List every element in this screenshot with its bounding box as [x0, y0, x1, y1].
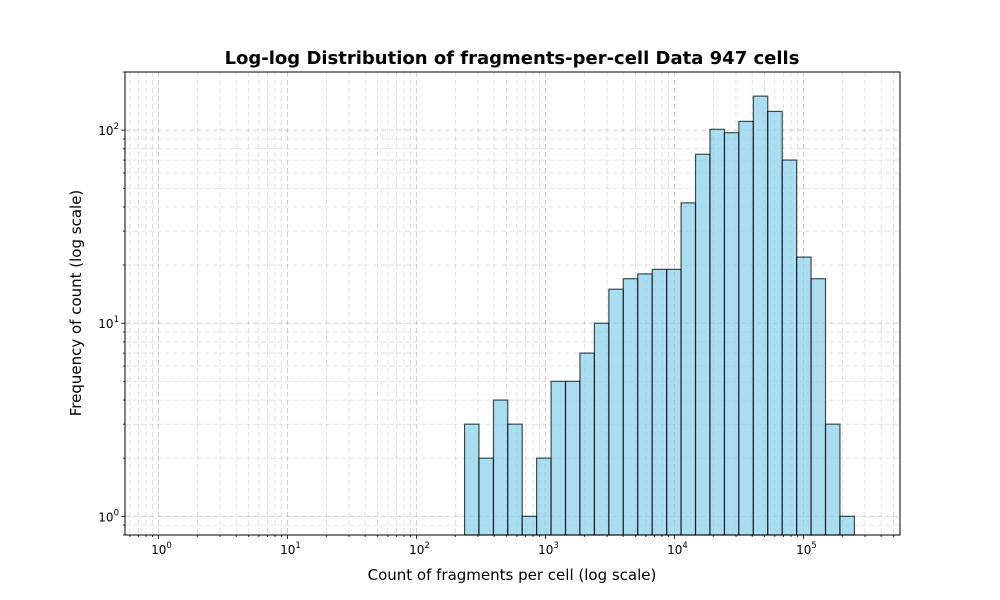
histogram-bar	[694, 153, 711, 536]
histogram-bar	[680, 202, 697, 536]
histogram-bars	[463, 95, 856, 536]
histogram-bar	[507, 423, 523, 536]
histogram-bar	[767, 110, 783, 536]
histogram-bar	[651, 268, 668, 536]
histogram-bar	[550, 380, 567, 536]
histogram-bar	[752, 95, 769, 536]
histogram-bar	[839, 515, 856, 536]
histogram-bar	[810, 278, 827, 536]
histogram-bar	[608, 288, 624, 536]
chart-title: Log-log Distribution of fragments-per-ce…	[225, 48, 800, 69]
histogram-bar	[536, 457, 552, 536]
histogram-bar	[666, 268, 682, 536]
x-tick-label: 101	[280, 541, 301, 557]
plot-area-frame	[124, 71, 901, 536]
histogram-bar	[824, 423, 841, 536]
histogram-bar	[492, 399, 509, 536]
histogram-bar	[593, 322, 610, 536]
histogram-bar	[521, 515, 538, 536]
histogram-bar	[709, 128, 726, 536]
x-tick-label: 100	[151, 541, 172, 557]
histogram-bar	[564, 380, 581, 536]
histogram-bar	[637, 273, 653, 536]
histogram-bar	[723, 132, 740, 536]
x-tick-label: 105	[796, 541, 817, 557]
y-tick-label: 100	[98, 508, 119, 524]
histogram-bar	[622, 278, 639, 536]
histogram-bar	[796, 256, 812, 536]
histogram-bar	[478, 457, 495, 536]
axis-ticks: 100 101 102 103 104 105 100 101 102	[98, 71, 895, 557]
y-tick-label: 102	[98, 122, 119, 138]
x-tick-label: 103	[538, 541, 559, 557]
x-tick-label: 102	[409, 541, 430, 557]
x-axis-label: Count of fragments per cell (log scale)	[368, 566, 657, 584]
y-tick-label: 101	[98, 315, 119, 331]
histogram-bar	[738, 120, 754, 536]
histogram-bar	[781, 159, 798, 536]
histogram-bar	[463, 423, 480, 536]
histogram-bar	[579, 352, 596, 536]
y-axis-label: Frequency of count (log scale)	[67, 190, 85, 417]
x-tick-label: 104	[667, 541, 688, 557]
